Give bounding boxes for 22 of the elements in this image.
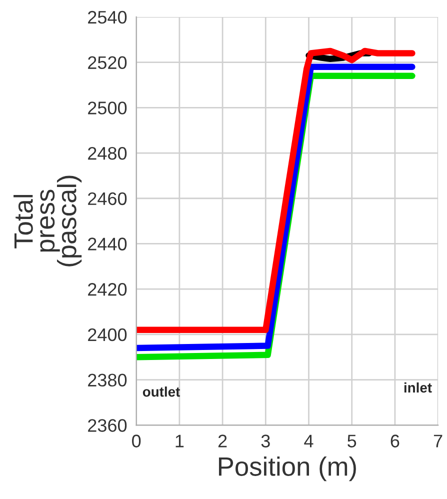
y-axis-title: Total press (pascal) xyxy=(14,176,82,266)
x-tick-label: 1 xyxy=(176,434,184,448)
y-tick-label: 2380 xyxy=(88,374,127,387)
annotation: inlet xyxy=(404,382,432,393)
annotation: outlet xyxy=(142,386,180,397)
x-tick-label: 5 xyxy=(348,434,356,448)
x-axis-title: Position (m) xyxy=(218,456,356,482)
y-tick-label: 2480 xyxy=(88,146,127,160)
x-tick-label: 4 xyxy=(304,434,314,448)
x-tick-label: 6 xyxy=(390,434,400,448)
y-tick-label: 2400 xyxy=(88,328,127,342)
y-tick-label: 2360 xyxy=(88,419,127,432)
x-tick-label: 2 xyxy=(218,434,227,448)
x-tick-label: 0 xyxy=(132,434,141,448)
y-tick-label: 2460 xyxy=(88,192,127,206)
y-tick-label: 2420 xyxy=(88,283,127,296)
y-tick-label: 2540 xyxy=(88,10,127,24)
y-tick-label: 2440 xyxy=(88,238,127,250)
y-tick-label: 2520 xyxy=(88,56,127,70)
x-tick-label: 3 xyxy=(261,434,270,448)
x-tick-label: 7 xyxy=(434,434,442,448)
y-tick-label: 2500 xyxy=(88,102,127,114)
